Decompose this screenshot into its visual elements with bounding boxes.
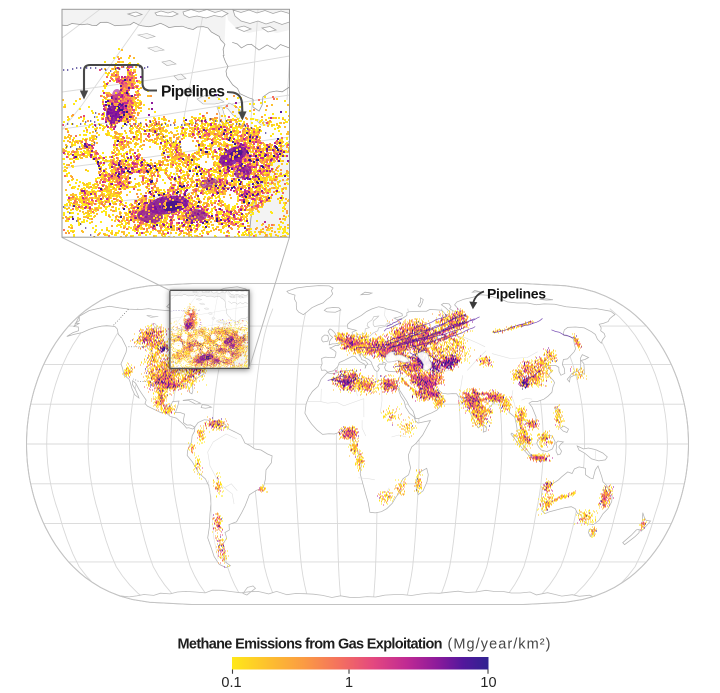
svg-text:Pipelines: Pipelines [161,84,225,101]
svg-text:Pipelines: Pipelines [487,286,546,302]
svg-text:1: 1 [345,675,353,688]
svg-text:(Mg/year/km²): (Mg/year/km²) [448,637,551,653]
svg-text:10: 10 [480,675,496,688]
svg-text:0.1: 0.1 [221,675,241,688]
svg-text:Methane Emissions from Gas Exp: Methane Emissions from Gas Exploitation [178,637,443,653]
